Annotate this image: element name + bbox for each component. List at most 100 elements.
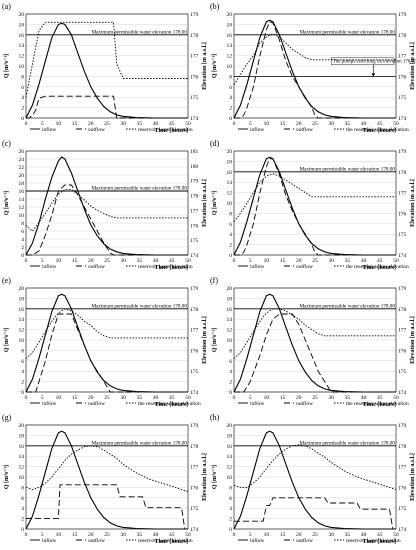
plot-frame	[233, 150, 397, 256]
y-tick-label-right: 181	[190, 149, 199, 155]
y-tick-label-left: 6	[229, 85, 232, 91]
y-tick-label-left: 10	[19, 64, 25, 70]
panel-label: (c)	[2, 139, 11, 148]
y-tick-label-left: 18	[227, 22, 233, 28]
y-tick-label-right: 175	[398, 232, 407, 238]
plot-frame	[25, 150, 189, 256]
series-line-solid	[233, 19, 396, 119]
plot-frame	[233, 287, 397, 393]
y-tick-label-left: 20	[19, 423, 25, 429]
pump-annotation: The pumps switching on elevation 176.00	[333, 60, 416, 65]
y-axis-label-left: Q [m³s⁻¹]	[4, 328, 10, 352]
y-tick-label-left: 0	[21, 253, 24, 259]
y-tick-label-right: 178	[190, 33, 199, 39]
y-axis-label-right: Elevation [m a.s.l.]	[202, 316, 208, 364]
y-axis-label-left: Q [m³s⁻¹]	[212, 191, 218, 215]
y-tick-label-left: 24	[19, 157, 25, 163]
y-axis-label-left: Q [m³s⁻¹]	[4, 465, 10, 489]
x-tick-label: 15	[72, 258, 78, 264]
y-tick-label-left: 20	[19, 286, 25, 292]
max-elevation-label: Maximum permissible water elevation 178.…	[91, 29, 187, 35]
y-tick-label-left: 2	[229, 380, 232, 386]
y-axis-label-right: Elevation [m a.s.l.]	[410, 453, 416, 501]
series-line-dash	[26, 313, 188, 393]
legend-label: outflow	[88, 537, 105, 544]
y-tick-label-left: 18	[19, 433, 25, 439]
x-tick-label: 0	[233, 532, 236, 538]
max-elevation-label: Maximum permissible water elevation 178.…	[299, 303, 395, 309]
legend-label: the reservoir water elevation	[346, 264, 409, 270]
x-tick-label: 20	[296, 532, 302, 538]
x-tick-label: 40	[153, 121, 159, 127]
x-tick-label: 40	[361, 395, 367, 401]
annotation-box	[331, 57, 395, 65]
y-tick-label-left: 8	[21, 485, 24, 491]
y-axis-label-left: Q [m³s⁻¹]	[212, 54, 218, 78]
legend-label: inflow	[42, 400, 56, 407]
y-tick-label-left: 12	[19, 205, 25, 211]
max-elevation-label: Maximum permissible water elevation 178.…	[91, 440, 187, 446]
legend-label: inflow	[42, 537, 56, 544]
y-tick-label-right: 174	[190, 390, 199, 396]
x-axis-label: Time [hours]	[155, 265, 188, 271]
y-tick-label-right: 174	[190, 116, 199, 122]
y-tick-label-left: 26	[19, 149, 25, 155]
y-axis-label-left: Q [m³s⁻¹]	[4, 191, 10, 215]
y-tick-label-left: 2	[21, 245, 24, 251]
y-tick-label-left: 4	[21, 369, 24, 375]
x-tick-label: 45	[169, 532, 175, 538]
x-tick-label: 10	[264, 532, 270, 538]
y-tick-label-right: 176	[190, 485, 199, 491]
x-tick-label: 40	[153, 532, 159, 538]
series-line-solid	[25, 293, 188, 393]
x-tick-label: 50	[185, 395, 191, 401]
x-tick-label: 40	[361, 121, 367, 127]
y-tick-label-left: 4	[21, 506, 24, 512]
y-tick-label-left: 18	[227, 433, 233, 439]
series-line-dash	[26, 95, 188, 119]
x-tick-label: 0	[233, 121, 236, 127]
y-tick-label-left: 4	[229, 369, 232, 375]
chart-panel-7: (h) 0 2 4 6 8 10 12 14 16 18 20 174 175 176 177 178 179 0 5…	[210, 413, 416, 545]
x-tick-label: 25	[104, 121, 110, 127]
y-tick-label-left: 14	[227, 180, 233, 186]
y-axis-label-right: Elevation [m a.s.l.]	[410, 179, 416, 227]
y-tick-label-right: 178	[398, 170, 407, 176]
y-tick-label-left: 16	[19, 307, 25, 313]
x-tick-label: 5	[41, 121, 44, 127]
legend-label: reservoir water elevation	[138, 127, 193, 133]
y-axis-label-right: Elevation [m a.s.l.]	[410, 42, 416, 90]
y-tick-label-left: 18	[19, 296, 25, 302]
chart-panel-6: (g) 0 2 4 6 8 10 12 14 16 18 20 174 175 176 177 178 179 0 5…	[2, 413, 208, 545]
y-tick-label-left: 0	[229, 253, 232, 259]
y-tick-label-left: 2	[229, 106, 232, 112]
series-line-dash	[26, 484, 188, 530]
x-axis-label: Time [hours]	[363, 539, 396, 545]
x-tick-label: 35	[345, 395, 351, 401]
x-tick-label: 25	[312, 395, 318, 401]
x-tick-label: 30	[120, 258, 126, 264]
y-tick-label-left: 6	[21, 359, 24, 365]
y-tick-label-right: 175	[190, 238, 199, 244]
y-tick-label-left: 10	[19, 475, 25, 481]
x-tick-label: 0	[233, 395, 236, 401]
x-tick-label: 40	[153, 258, 159, 264]
y-tick-label-left: 20	[227, 286, 233, 292]
y-tick-label-right: 179	[398, 12, 407, 18]
y-tick-label-right: 178	[190, 444, 199, 450]
y-tick-label-left: 0	[229, 390, 232, 396]
y-tick-label-left: 12	[19, 465, 25, 471]
chart-panel-5: (f) 0 2 4 6 8 10 12 14 16 18 20 174 175 176 177 178 179 0 5…	[210, 276, 416, 408]
x-tick-label: 45	[377, 258, 383, 264]
x-tick-label: 10	[264, 121, 270, 127]
y-tick-label-left: 20	[19, 173, 25, 179]
y-tick-label-left: 14	[19, 43, 25, 49]
legend-label: outflow	[296, 400, 313, 407]
y-tick-label-right: 178	[398, 307, 407, 313]
series-line-dash	[234, 21, 396, 119]
y-tick-label-left: 14	[227, 317, 233, 323]
y-tick-label-right: 176	[190, 74, 199, 80]
y-tick-label-left: 16	[19, 189, 25, 195]
series-line-solid	[25, 430, 188, 530]
x-tick-label: 15	[280, 258, 286, 264]
